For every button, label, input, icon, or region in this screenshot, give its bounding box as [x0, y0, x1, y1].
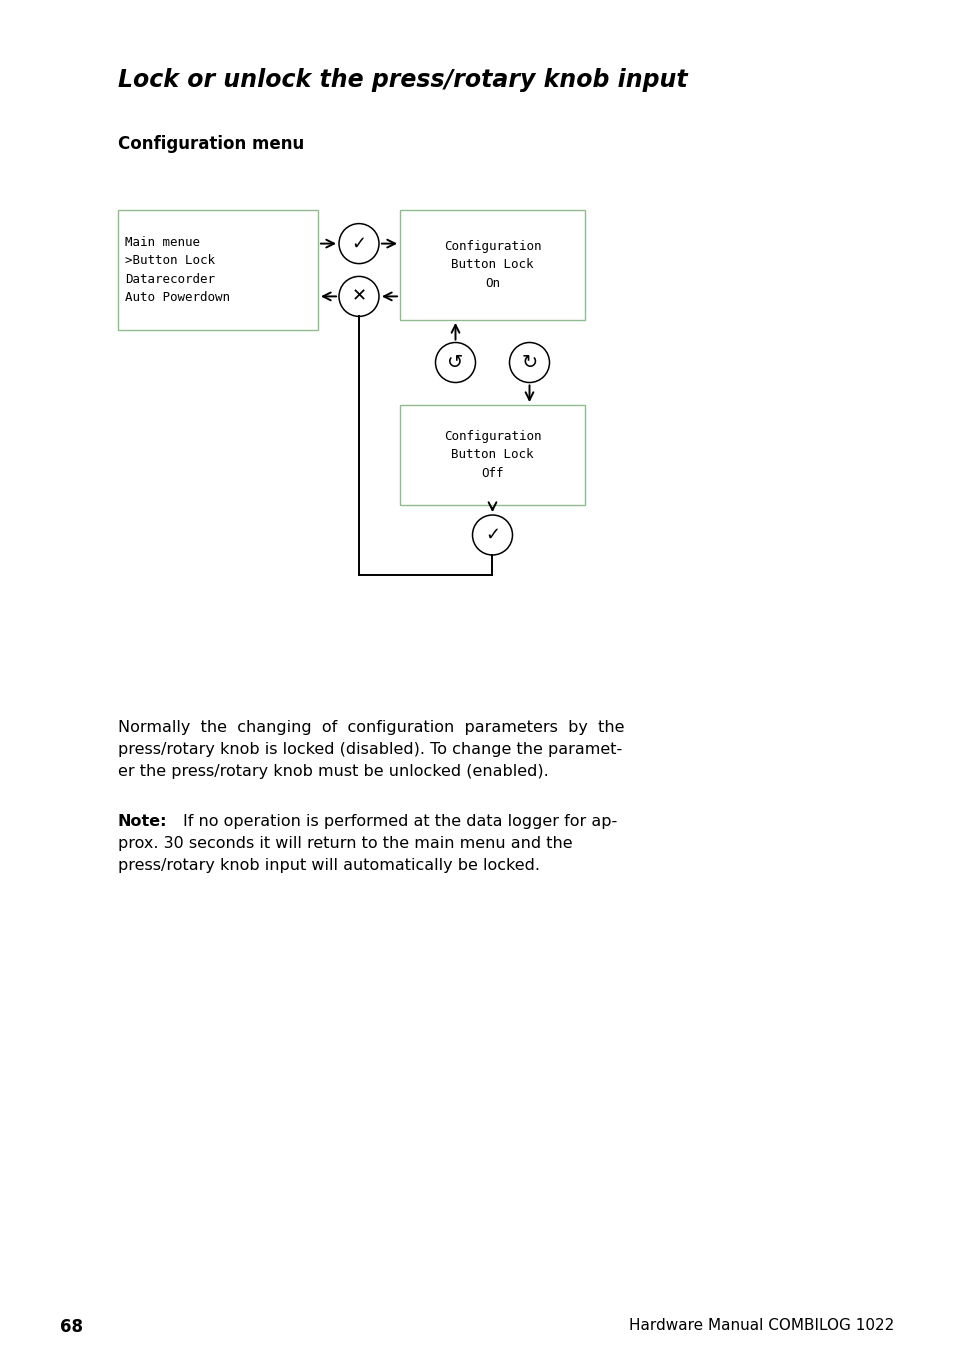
Text: prox. 30 seconds it will return to the main menu and the: prox. 30 seconds it will return to the m… [118, 836, 572, 851]
Text: Lock or unlock the press/rotary knob input: Lock or unlock the press/rotary knob inp… [118, 68, 687, 92]
Text: Normally  the  changing  of  configuration  parameters  by  the: Normally the changing of configuration p… [118, 720, 624, 735]
Bar [118, 209, 317, 330]
Text: press/rotary knob input will automatically be locked.: press/rotary knob input will automatical… [118, 858, 539, 873]
Text: Configuration menu: Configuration menu [118, 135, 304, 153]
Text: Configuration
Button Lock
On: Configuration Button Lock On [443, 240, 540, 290]
Text: ✓: ✓ [484, 526, 499, 544]
Text: er the press/rotary knob must be unlocked (enabled).: er the press/rotary knob must be unlocke… [118, 765, 548, 780]
Text: ↺: ↺ [447, 353, 463, 372]
Bar [399, 405, 584, 505]
Text: ↻: ↻ [520, 353, 537, 372]
Text: Main menue
>Button Lock
Datarecorder
Auto Powerdown: Main menue >Button Lock Datarecorder Aut… [125, 236, 230, 304]
Text: ✓: ✓ [351, 235, 366, 253]
Text: 68: 68 [60, 1319, 83, 1336]
Text: Hardware Manual COMBILOG 1022: Hardware Manual COMBILOG 1022 [628, 1319, 893, 1333]
Text: Note:: Note: [118, 815, 168, 830]
Text: ✕: ✕ [351, 288, 366, 305]
Text: Configuration
Button Lock
Off: Configuration Button Lock Off [443, 430, 540, 480]
Bar [399, 209, 584, 320]
Text: If no operation is performed at the data logger for ap-: If no operation is performed at the data… [183, 815, 617, 830]
Text: press/rotary knob is locked (disabled). To change the paramet-: press/rotary knob is locked (disabled). … [118, 742, 621, 757]
